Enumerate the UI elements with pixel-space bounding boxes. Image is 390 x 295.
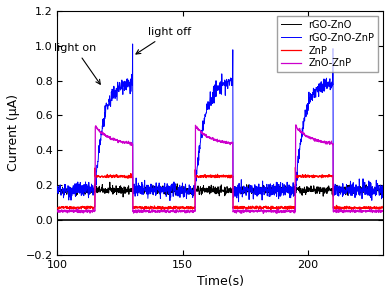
rGO-ZnO-ZnP	[64, 190, 69, 193]
rGO-ZnO	[64, 188, 69, 191]
rGO-ZnO	[311, 184, 316, 188]
Line: ZnP: ZnP	[57, 167, 383, 210]
rGO-ZnO-ZnP	[55, 185, 60, 188]
rGO-ZnO-ZnP	[311, 92, 316, 96]
Line: rGO-ZnO: rGO-ZnO	[57, 182, 383, 197]
ZnP	[220, 175, 225, 178]
rGO-ZnO	[273, 190, 278, 194]
Text: light on: light on	[54, 43, 100, 84]
rGO-ZnO	[188, 189, 193, 192]
ZnO-ZnP	[55, 210, 60, 214]
rGO-ZnO-ZnP	[220, 84, 225, 87]
ZnO-ZnP	[275, 212, 279, 215]
rGO-ZnO-ZnP	[188, 185, 193, 188]
Legend: rGO-ZnO, rGO-ZnO-ZnP, ZnP, ZnO-ZnP: rGO-ZnO, rGO-ZnO-ZnP, ZnP, ZnO-ZnP	[277, 16, 378, 72]
Line: rGO-ZnO-ZnP: rGO-ZnO-ZnP	[57, 44, 383, 202]
ZnO-ZnP	[188, 210, 193, 213]
Line: ZnO-ZnP: ZnO-ZnP	[57, 125, 383, 213]
ZnO-ZnP	[311, 138, 316, 141]
ZnP	[273, 206, 278, 209]
ZnP	[293, 165, 298, 169]
X-axis label: Time(s): Time(s)	[197, 275, 244, 288]
rGO-ZnO	[220, 190, 225, 193]
ZnO-ZnP	[118, 140, 123, 143]
rGO-ZnO	[55, 187, 60, 191]
rGO-ZnO	[108, 181, 112, 184]
ZnP	[311, 175, 316, 179]
rGO-ZnO	[381, 190, 385, 194]
rGO-ZnO-ZnP	[236, 200, 241, 204]
ZnP	[118, 174, 123, 177]
Y-axis label: Current (μA): Current (μA)	[7, 94, 20, 171]
Text: light off: light off	[136, 27, 191, 54]
ZnO-ZnP	[381, 209, 385, 212]
rGO-ZnO-ZnP	[381, 186, 385, 190]
ZnP	[55, 206, 60, 210]
rGO-ZnO	[121, 195, 126, 199]
ZnO-ZnP	[64, 210, 69, 213]
ZnP	[142, 208, 146, 212]
rGO-ZnO-ZnP	[273, 190, 278, 193]
ZnO-ZnP	[273, 209, 277, 212]
rGO-ZnO-ZnP	[118, 88, 123, 91]
ZnP	[188, 205, 193, 208]
ZnO-ZnP	[220, 139, 225, 142]
ZnO-ZnP	[294, 123, 298, 127]
rGO-ZnO-ZnP	[130, 42, 135, 46]
ZnP	[64, 206, 69, 210]
rGO-ZnO	[119, 186, 123, 190]
ZnP	[381, 205, 385, 208]
